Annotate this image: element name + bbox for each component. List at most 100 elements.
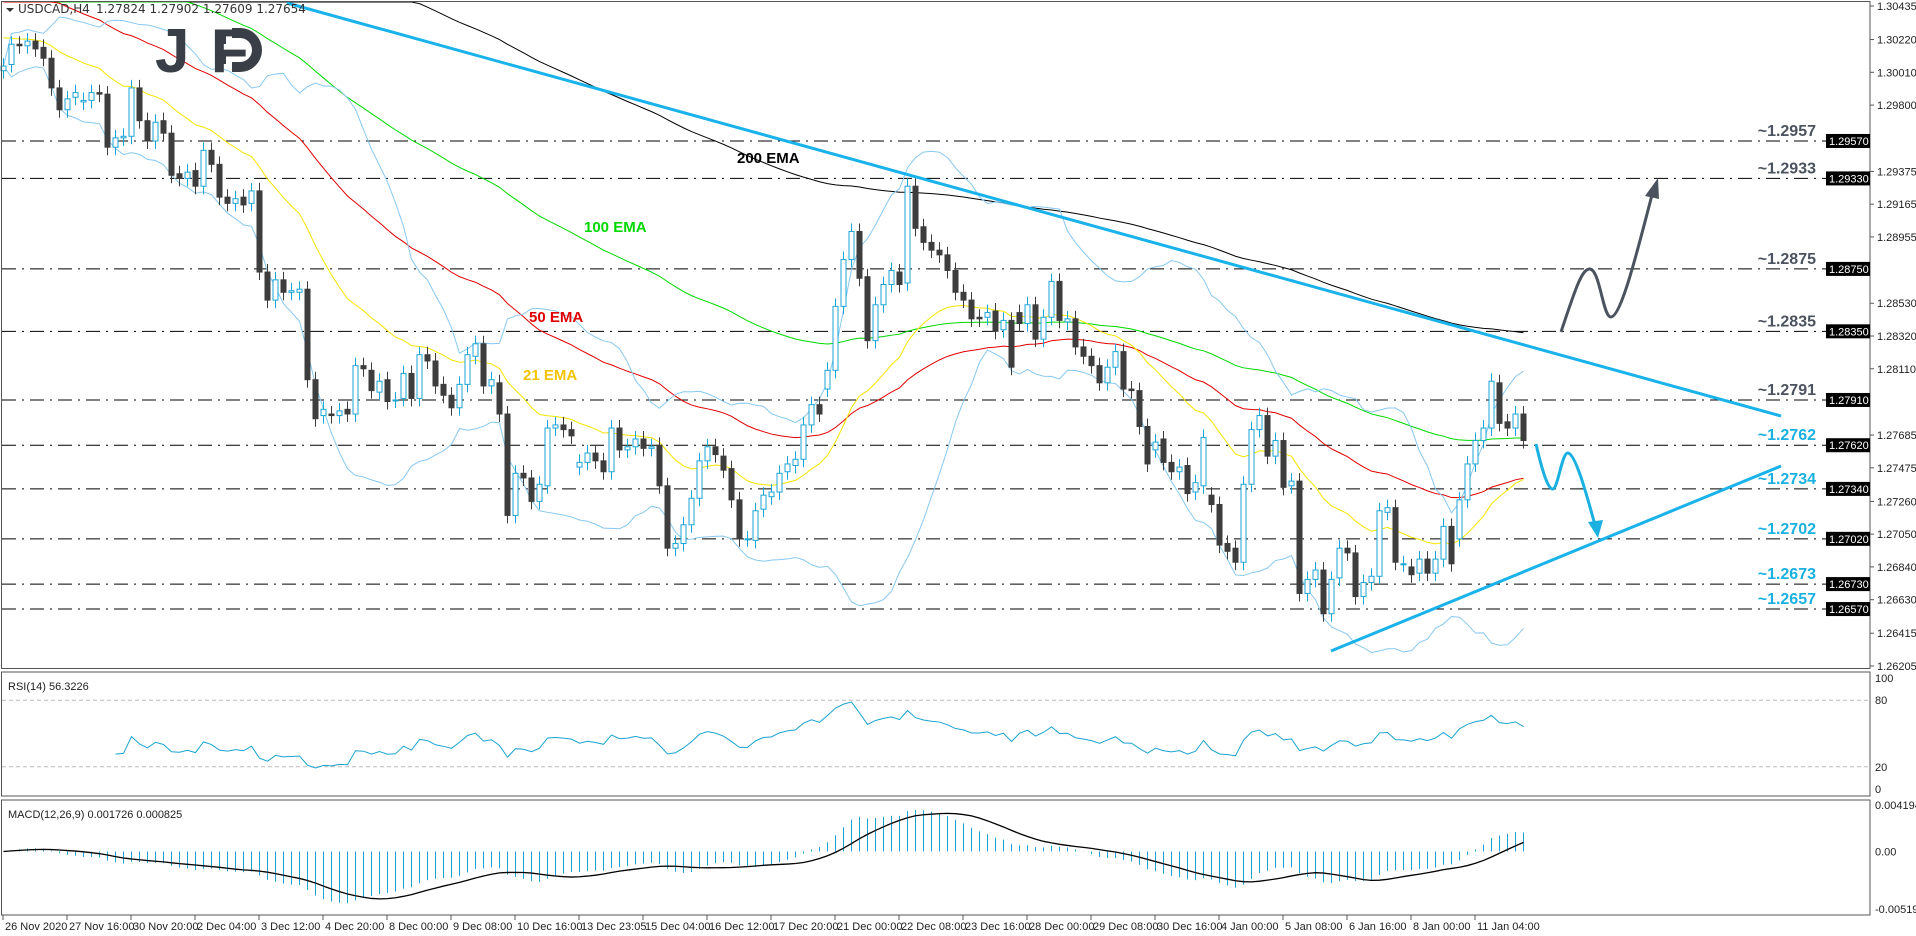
candle-bull <box>248 190 255 204</box>
candle-bear <box>1168 461 1175 473</box>
candle-bull <box>464 354 471 385</box>
level-lines: ~1.2957 ~1.2933 ~1.2875 ~1.2835 ~1.2791 ~1.27… <box>2 123 1870 610</box>
candle-bull <box>872 304 879 342</box>
x-tick-label: 11 Jan 04:00 <box>1477 921 1540 933</box>
level-label: ~1.2702 <box>1758 521 1816 538</box>
candle-bear <box>720 455 727 471</box>
candle-bear <box>736 499 743 540</box>
descending-trendline <box>286 1 1782 418</box>
candle-bull <box>336 410 343 417</box>
x-tick-label: 13 Dec 23:05 <box>581 921 646 933</box>
candle-bear <box>568 429 575 437</box>
y-tick-label: 1.30010 <box>1877 67 1916 79</box>
candle-bull <box>1064 318 1071 323</box>
candle-bull <box>1328 578 1335 615</box>
candle-bull <box>696 460 703 499</box>
candle-bull <box>1040 316 1047 340</box>
price-marker-label: 1.28750 <box>1829 264 1869 276</box>
candle-bear <box>936 249 943 256</box>
rsi-tick-label: 20 <box>1875 762 1887 774</box>
price-marker <box>1826 171 1870 186</box>
candle-bear <box>656 444 663 487</box>
candle-bull <box>648 446 655 449</box>
x-tick-label: 2 Dec 04:00 <box>197 921 256 933</box>
candle-bear <box>1216 504 1223 546</box>
candle-bull <box>232 198 239 204</box>
candle-bull <box>1288 480 1295 487</box>
level-label: ~1.2734 <box>1758 471 1816 488</box>
arrowhead-up-icon <box>1645 178 1659 199</box>
candle-bull <box>888 269 895 286</box>
price-marker <box>1826 261 1870 276</box>
candle-bear <box>1320 569 1327 615</box>
y-tick-label: 1.28110 <box>1877 364 1916 376</box>
macd-tick-label: 0.00 <box>1875 846 1896 858</box>
level-label: ~1.2933 <box>1758 160 1816 177</box>
price-marker-label: 1.28350 <box>1829 326 1869 338</box>
x-tick-label: 5 Jan 08:00 <box>1285 921 1343 933</box>
candle-bull <box>792 458 799 467</box>
candle-bear <box>1072 318 1079 348</box>
candle-bull <box>1248 429 1255 485</box>
candle-bull <box>88 92 95 101</box>
x-tick-label: 23 Dec 16:00 <box>965 921 1030 933</box>
candle-bull <box>1480 427 1487 442</box>
candle-bull <box>1488 380 1495 429</box>
macd-signal-line <box>3 812 1524 900</box>
candle-bull <box>296 288 303 293</box>
main-panel-frame <box>1 1 1871 669</box>
price-marker <box>1826 324 1870 339</box>
candle-bull <box>1400 563 1407 566</box>
y-tick-label: 1.26415 <box>1877 628 1916 640</box>
candle-bear <box>1280 440 1287 488</box>
x-tick-label: 4 Jan 00:00 <box>1221 921 1279 933</box>
candle-bear <box>192 170 199 187</box>
candle-bear <box>1088 355 1095 367</box>
candle-bull <box>1376 510 1383 577</box>
candle-bear <box>432 360 439 387</box>
dropdown-triangle-icon[interactable] <box>6 8 14 12</box>
level-label: ~1.2657 <box>1758 591 1816 608</box>
candle-bear <box>424 354 431 362</box>
candle-bear <box>1352 552 1359 598</box>
candle-bear <box>1136 390 1143 427</box>
candle-bear <box>1232 547 1239 563</box>
y-tick-label: 1.27685 <box>1877 430 1916 442</box>
candle-bear <box>480 343 487 387</box>
candle-bear <box>104 93 111 148</box>
candle-bull <box>24 40 31 47</box>
candle-bear <box>944 254 951 271</box>
ema50-line <box>3 1 1524 499</box>
candle-bear <box>1016 312 1023 325</box>
price-marker-label: 1.29330 <box>1829 173 1869 185</box>
candle-bull <box>400 372 407 399</box>
symbol-label: USDCAD,H4 <box>18 2 90 16</box>
candle-bear <box>968 299 975 320</box>
candle-bull <box>120 135 127 139</box>
price-marker <box>1826 438 1870 453</box>
x-tick-label: 22 Dec 08:00 <box>901 921 966 933</box>
candle-bear <box>304 288 311 381</box>
candle-bear <box>896 271 903 286</box>
candle-bull <box>1384 507 1391 513</box>
candle-bear <box>816 404 823 415</box>
candle-bull <box>624 446 631 451</box>
candle-bear <box>640 438 647 449</box>
candle-bear <box>520 472 527 479</box>
candle-bull <box>1024 304 1031 325</box>
candle-bull <box>64 98 71 111</box>
candle-bull <box>472 343 479 357</box>
y-tick-label: 1.27475 <box>1877 463 1916 475</box>
ema200-label: 200 EMA <box>737 150 800 167</box>
price-marker <box>1826 392 1870 407</box>
candle-bull <box>688 497 695 526</box>
x-tick-label: 30 Nov 20:00 <box>133 921 198 933</box>
y-tick-label: 1.29800 <box>1877 100 1916 112</box>
candle-bear <box>208 149 215 165</box>
candle-bear <box>1224 543 1231 552</box>
price-marker-label: 1.29570 <box>1829 136 1869 148</box>
level-label: ~1.2673 <box>1758 566 1816 583</box>
candle-bull <box>576 461 583 468</box>
